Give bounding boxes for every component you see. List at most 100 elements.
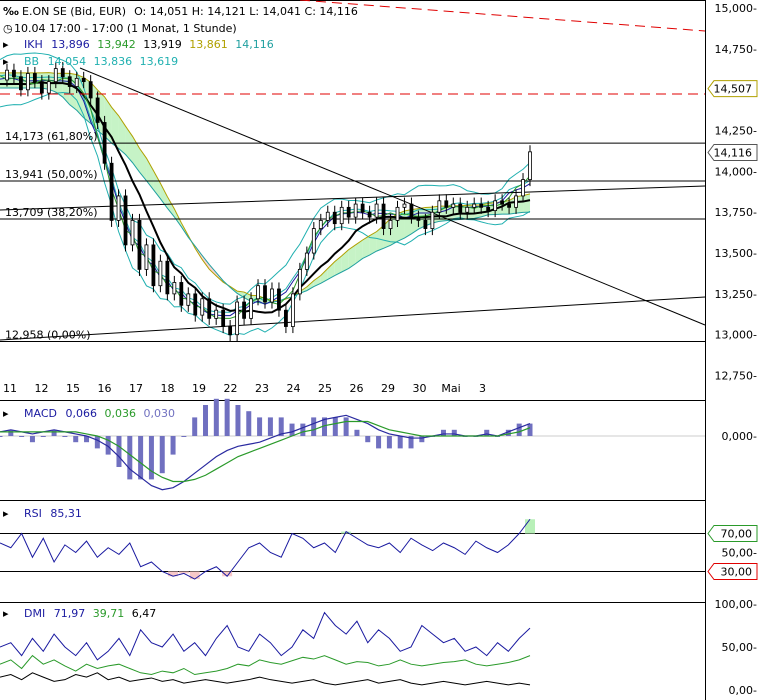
macd-histogram-bar: [105, 436, 111, 455]
macd-value-1: 0,066: [65, 407, 97, 420]
macd-histogram-bar: [289, 423, 295, 436]
macd-label: MACD: [24, 407, 57, 420]
ikh-value-4: 13,861: [189, 38, 228, 51]
candle-body: [402, 203, 407, 208]
macd-histogram-bar: [451, 429, 457, 436]
price-tag-label: 14,116: [714, 146, 753, 159]
ikh-span-b-line: [0, 87, 531, 305]
macd-signal-line: [0, 420, 531, 483]
macd-histogram-bar: [408, 436, 414, 449]
candle-body: [144, 244, 149, 270]
macd-histogram-bar: [84, 436, 90, 443]
bb-value-2: 13,836: [94, 55, 133, 68]
candle-body: [235, 301, 240, 336]
candle-body: [521, 179, 525, 197]
cloud-segment: [327, 261, 335, 280]
ikh-collapse-icon[interactable]: ▸: [3, 38, 9, 51]
candle-body: [116, 195, 121, 221]
macd-histogram-bar: [116, 436, 122, 467]
rsi-collapse-icon[interactable]: ▸: [3, 507, 9, 520]
dmi-axis-tick: 100,00-: [715, 598, 757, 611]
dmi-value-2: 39,71: [93, 607, 125, 620]
bb-collapse-icon[interactable]: ▸: [3, 55, 9, 68]
macd-histogram-bar: [267, 417, 273, 436]
candle-body: [458, 203, 463, 213]
macd-collapse-icon[interactable]: ▸: [3, 407, 9, 420]
candle-body: [479, 203, 484, 208]
cloud-segment: [348, 244, 356, 269]
cloud-segment: [306, 280, 314, 291]
macd-histogram-bar: [484, 429, 490, 436]
candle-body: [409, 203, 414, 218]
macd-histogram-bar: [73, 436, 79, 443]
macd-histogram-bar: [224, 398, 230, 436]
macd-histogram-bar: [354, 429, 360, 436]
dmi-value-3: 6,47: [132, 607, 157, 620]
time-axis-tick: 15: [66, 382, 80, 395]
candle-body: [95, 97, 100, 123]
macd-histogram-bar: [0, 436, 3, 437]
dmi-axis-tick: 50,00-: [722, 641, 757, 654]
price-axis-tick: 13,500-: [715, 247, 757, 260]
rsi-label: RSI: [24, 507, 42, 520]
cloud-segment: [362, 235, 370, 259]
candle-body: [74, 77, 79, 87]
rsi-axis-tick: 50,00-: [722, 547, 757, 560]
time-axis-tick: 23: [255, 382, 269, 395]
instrument-title: E.ON SE (Bid, EUR): [22, 5, 126, 18]
chart-header: ‰ E.ON SE (Bid, EUR) O: 14,051 H: 14,121 …: [3, 5, 358, 68]
price-panel: 14,173 (61,80%)13,941 (50,00%)13,709 (38…: [0, 0, 758, 395]
candle-body: [388, 220, 393, 229]
candle-body: [186, 293, 191, 306]
candle-body: [304, 252, 309, 270]
macd-histogram-bar: [386, 436, 392, 449]
time-axis-tick: 29: [381, 382, 395, 395]
svg-text:IKH 13,896 13,942: IKH 13,896 13,942 13,919 13,861 14,116: [24, 38, 274, 51]
rsi-oversold-fill: [168, 571, 179, 577]
fib-level-label: 14,173 (61,80%): [5, 130, 98, 143]
candle-body: [346, 206, 351, 218]
macd-histogram-bar: [19, 436, 25, 437]
time-axis: 11 12 15 16 17 18 19 22 23 24 25 26 29 30 Mai 3: [3, 382, 486, 395]
macd-histogram-bar: [62, 436, 68, 437]
macd-histogram-bar: [170, 436, 176, 455]
time-axis-tick: 16: [98, 382, 112, 395]
macd-histogram-bar: [40, 436, 46, 437]
candle-body: [228, 326, 233, 336]
svg-text:MACD 0,066 0,036: MACD 0,066 0,036 0,030: [24, 407, 175, 420]
candle-body: [263, 285, 267, 303]
candle-body: [374, 203, 379, 218]
candle-body: [39, 81, 44, 94]
candle-body: [109, 162, 114, 221]
price-candles: [5, 62, 532, 342]
candle-body: [214, 309, 219, 319]
macd-histogram-bar: [127, 436, 133, 480]
candle-body: [353, 203, 358, 218]
ikh-value-1: 13,896: [51, 38, 90, 51]
dmi-collapse-icon[interactable]: ▸: [3, 607, 9, 620]
ikh-kijun-line: [0, 81, 531, 314]
svg-text:RSI 85,31: RSI 85,31: [24, 507, 82, 520]
candle-body: [325, 211, 330, 221]
candle-body: [19, 76, 23, 91]
candle-body: [81, 77, 86, 83]
candle-body: [179, 282, 184, 306]
candle-body: [172, 282, 177, 295]
candle-body: [193, 293, 198, 316]
macd-histogram-bar: [94, 436, 100, 449]
candle-body: [465, 206, 470, 213]
time-axis-tick: Mai: [441, 382, 460, 395]
candle-body: [158, 260, 163, 287]
cloud-segment: [376, 225, 384, 252]
bb-lower-line: [0, 91, 531, 336]
macd-histogram-bar: [516, 423, 522, 436]
ichimoku-cloud: [0, 72, 530, 304]
candle-body: [339, 206, 344, 225]
macd-histogram-bar: [376, 436, 382, 449]
macd-histogram-bar: [138, 436, 144, 480]
macd-axis-tick: 0,000-: [722, 430, 757, 443]
chart-settings-icon[interactable]: ‰: [3, 5, 19, 18]
macd-histogram-bar: [527, 423, 533, 436]
candle-body: [242, 301, 246, 319]
